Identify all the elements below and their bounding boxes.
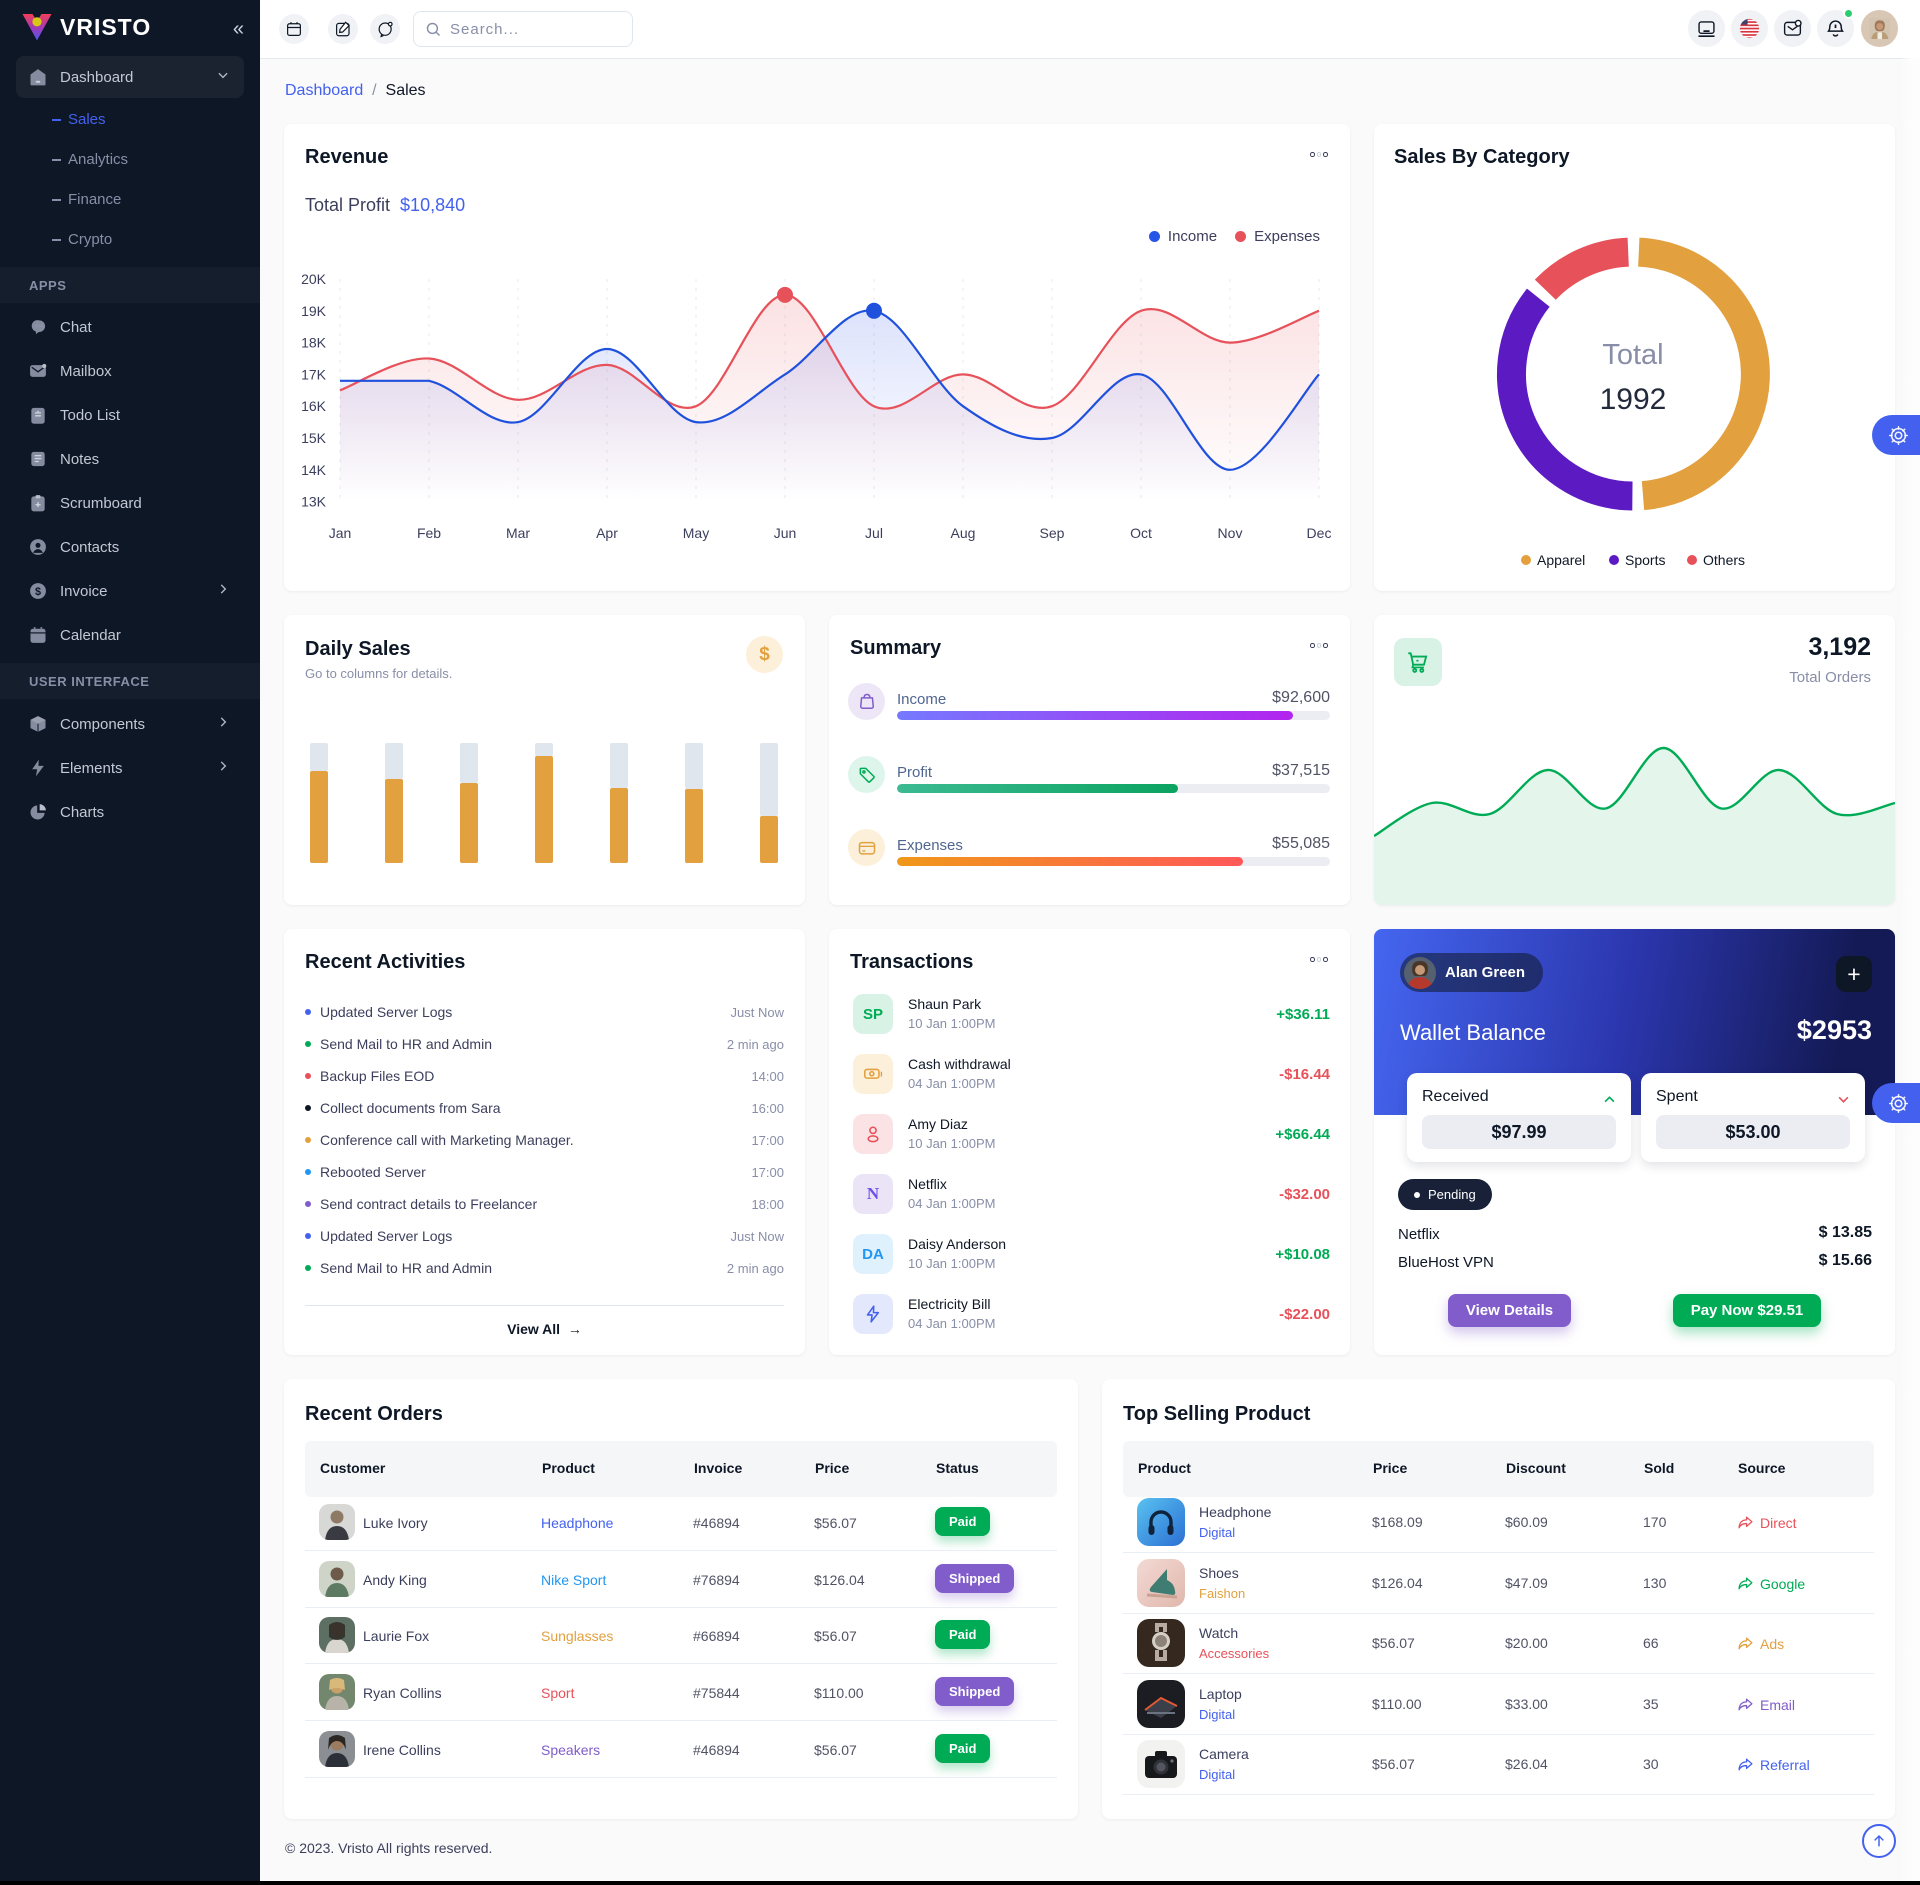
svg-text:14K: 14K <box>301 462 327 478</box>
svg-text:16K: 16K <box>301 398 327 414</box>
svg-text:Jun: Jun <box>774 525 797 541</box>
svg-text:Dec: Dec <box>1307 525 1332 541</box>
svg-text:19K: 19K <box>301 303 327 319</box>
svg-text:Jul: Jul <box>865 525 883 541</box>
svg-text:Nov: Nov <box>1218 525 1243 541</box>
svg-text:13K: 13K <box>301 494 327 510</box>
svg-text:18K: 18K <box>301 335 327 351</box>
svg-text:15K: 15K <box>301 430 327 446</box>
svg-text:Sports: Sports <box>1625 552 1665 568</box>
svg-text:20K: 20K <box>301 271 327 287</box>
svg-text:Oct: Oct <box>1130 525 1152 541</box>
svg-text:Aug: Aug <box>951 525 976 541</box>
svg-text:1992: 1992 <box>1600 383 1667 416</box>
svg-text:Jan: Jan <box>329 525 352 541</box>
svg-text:17K: 17K <box>301 366 327 382</box>
svg-text:May: May <box>683 525 709 541</box>
svg-text:Apparel: Apparel <box>1537 552 1585 568</box>
svg-text:$: $ <box>35 586 41 598</box>
svg-text:Mar: Mar <box>506 525 530 541</box>
svg-text:Feb: Feb <box>417 525 441 541</box>
svg-text:Apr: Apr <box>596 525 618 541</box>
svg-text:Others: Others <box>1703 552 1745 568</box>
svg-text:Total: Total <box>1602 339 1663 371</box>
svg-text:Sep: Sep <box>1040 525 1065 541</box>
